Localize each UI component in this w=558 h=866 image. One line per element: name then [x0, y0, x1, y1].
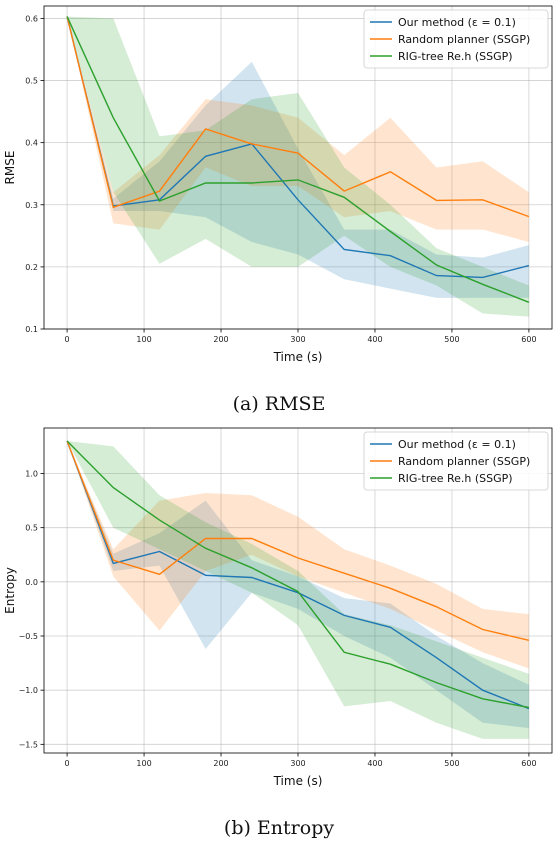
line-series-0 [66, 16, 530, 279]
y-tick-label: 0.2 [25, 263, 38, 272]
rmse-chart: 0 100 200 300 400 500 600 0.1 0.2 0.3 0.4 0.5 0.6 Tim… [3, 5, 553, 415]
band-series-0 [67, 441, 529, 729]
line-series-1 [66, 440, 530, 641]
y-tick-label: −1.0 [19, 686, 38, 695]
y-tick-label: 0.4 [25, 139, 38, 148]
figure-caption: (b) Entropy [224, 817, 334, 839]
legend-label-1: Random planner (SSGP) [398, 455, 530, 468]
x-tick-label: 600 [521, 759, 536, 768]
band-series-0 [67, 16, 529, 298]
x-tick-label: 300 [290, 335, 305, 344]
y-tick-label: 0.1 [25, 325, 38, 334]
band-series-2 [67, 16, 529, 317]
y-tick-label: 0.3 [25, 201, 38, 210]
x-tick-label: 200 [213, 335, 228, 344]
x-tick-label: 100 [136, 759, 151, 768]
legend-label-0: Our method (ε = 0.1) [398, 16, 516, 29]
x-tick-label: 100 [136, 335, 151, 344]
x-tick-label: 400 [367, 335, 382, 344]
band-series-2 [67, 441, 529, 739]
line-series-1 [66, 16, 530, 218]
x-axis-label: Time (s) [273, 350, 323, 364]
x-tick-label: 300 [290, 759, 305, 768]
legend-label-0: Our method (ε = 0.1) [398, 438, 516, 451]
x-tick-label: 500 [444, 335, 459, 344]
legend-box [363, 9, 549, 69]
y-axis-label: RMSE [3, 151, 17, 185]
entropy-chart: 0 100 200 300 400 500 600 −1.5 −1.0 −0.5 0.0 0.5 1.0… [3, 427, 553, 839]
legend-label-2: RIG-tree Re.h (SSGP) [398, 50, 513, 63]
y-tick-label: 0.0 [25, 578, 38, 587]
x-tick-label: 500 [444, 759, 459, 768]
legend-label-2: RIG-tree Re.h (SSGP) [398, 472, 513, 485]
x-tick-label: 0 [65, 335, 70, 344]
y-tick-label: 1.0 [25, 470, 38, 479]
x-tick-label: 600 [521, 335, 536, 344]
x-tick-label: 200 [213, 759, 228, 768]
line-series-2 [66, 440, 530, 709]
y-axis-label: Entropy [3, 567, 17, 614]
y-tick-label: 0.6 [25, 14, 38, 23]
y-tick-label: 0.5 [25, 77, 38, 86]
y-tick-label: 0.5 [25, 524, 38, 533]
x-axis-label: Time (s) [273, 774, 323, 788]
x-tick-label: 400 [367, 759, 382, 768]
band-series-1 [67, 441, 529, 669]
y-tick-label: −1.5 [19, 740, 38, 749]
figure-caption: (a) RMSE [233, 393, 326, 415]
legend-label-1: Random planner (SSGP) [398, 33, 530, 46]
x-tick-label: 0 [65, 759, 70, 768]
y-tick-label: −0.5 [19, 632, 38, 641]
line-series-2 [66, 16, 530, 303]
legend-box [363, 431, 549, 491]
